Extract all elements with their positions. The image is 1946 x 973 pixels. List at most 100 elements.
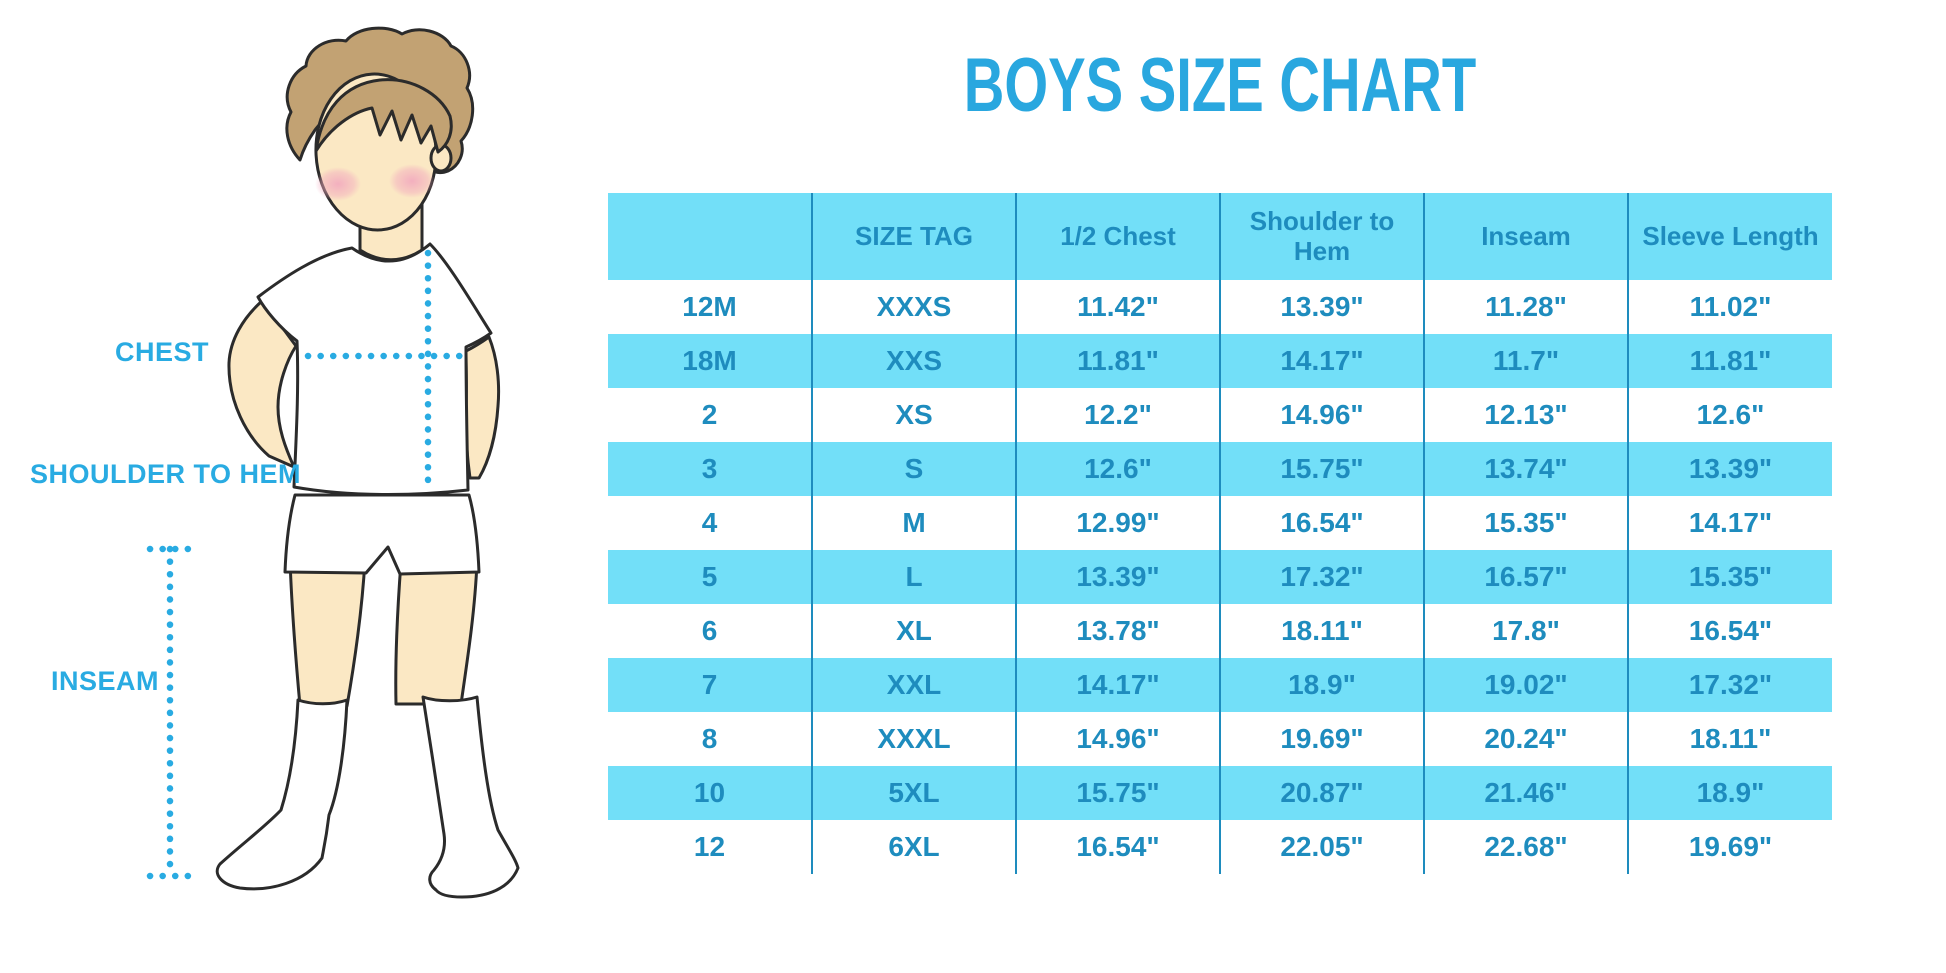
size-table-header: SIZE TAG 1/2 Chest Shoulder to Hem Insea… bbox=[608, 193, 1832, 280]
size-label-cell: 7 bbox=[701, 669, 718, 700]
size-table-row: 2 XS 12.2" 14.96" 12.13" 12.6" bbox=[608, 388, 1832, 442]
measurement-value-cell: XXS bbox=[811, 334, 1016, 388]
measurement-value-cell: 6XL bbox=[811, 820, 1016, 874]
measurement-value-cell: 17.32" bbox=[1627, 658, 1832, 712]
boy-shorts bbox=[283, 493, 481, 576]
measurement-value-cell: 16.57" bbox=[1423, 550, 1628, 604]
size-table-row: 6 XL 13.78" 18.11" 17.8" 16.54" bbox=[608, 604, 1832, 658]
measurement-value-cell: 14.17" bbox=[1627, 496, 1832, 550]
boy-illustration-svg bbox=[146, 26, 520, 899]
measurement-value-cell: 18.9" bbox=[1627, 766, 1832, 820]
measurement-value-cell: 13.39" bbox=[1219, 280, 1424, 334]
measurement-value-cell: 12.6" bbox=[1015, 442, 1220, 496]
measurement-value-cell: XXXS bbox=[811, 280, 1016, 334]
measurement-value-cell: 17.32" bbox=[1219, 550, 1424, 604]
boy-right-knee bbox=[394, 560, 479, 706]
size-label-cell: 18M bbox=[682, 345, 737, 376]
measurement-value-cell: 18.9" bbox=[1219, 658, 1424, 712]
measurement-value-cell: 15.35" bbox=[1423, 496, 1628, 550]
boy-hair-fringe bbox=[314, 78, 453, 154]
size-table-row: 8 XXXL 14.96" 19.69" 20.24" 18.11" bbox=[608, 712, 1832, 766]
size-table-row: 10 5XL 15.75" 20.87" 21.46" 18.9" bbox=[608, 766, 1832, 820]
measurement-value-cell: 15.75" bbox=[1015, 766, 1220, 820]
measurement-value-cell: 11.02" bbox=[1627, 280, 1832, 334]
measurement-value-cell: 18.11" bbox=[1627, 712, 1832, 766]
size-label-cell: 6 bbox=[701, 615, 718, 646]
boy-right-sock bbox=[421, 695, 520, 899]
left-blush bbox=[315, 167, 361, 201]
measurement-value-cell: 15.75" bbox=[1219, 442, 1424, 496]
measurement-value-cell: 15.35" bbox=[1627, 550, 1832, 604]
boy-illustration: CHEST SHOULDER TO HEM INSEAM bbox=[0, 0, 560, 973]
size-table-row: 18M XXS 11.81" 14.17" 11.7" 11.81" bbox=[608, 334, 1832, 388]
measurement-value-cell: 19.69" bbox=[1627, 820, 1832, 874]
size-table: SIZE TAG 1/2 Chest Shoulder to Hem Insea… bbox=[608, 193, 1832, 874]
measurement-value-cell: M bbox=[811, 496, 1016, 550]
size-table-row: 5 L 13.39" 17.32" 16.57" 15.35" bbox=[608, 550, 1832, 604]
measurement-value-cell: 14.17" bbox=[1015, 658, 1220, 712]
header-cell-blank bbox=[608, 193, 812, 280]
measurement-value-cell: 22.05" bbox=[1219, 820, 1424, 874]
measurement-value-cell: 11.42" bbox=[1015, 280, 1220, 334]
size-label-cell: 5 bbox=[701, 561, 718, 592]
measurement-value-cell: 11.7" bbox=[1423, 334, 1628, 388]
size-table-body: 12M XXXS 11.42" 13.39" 11.28" 11.02" 18M XXS 11.… bbox=[608, 280, 1832, 874]
measurement-value-cell: XXXL bbox=[811, 712, 1016, 766]
measurement-value-cell: 16.54" bbox=[1627, 604, 1832, 658]
header-cell-inseam: Inseam bbox=[1423, 193, 1628, 280]
measurement-value-cell: 14.96" bbox=[1219, 388, 1424, 442]
measurement-value-cell: 13.78" bbox=[1015, 604, 1220, 658]
header-cell-half-chest: 1/2 Chest bbox=[1015, 193, 1220, 280]
measurement-value-cell: L bbox=[811, 550, 1016, 604]
measurement-value-cell: S bbox=[811, 442, 1016, 496]
measurement-value-cell: XS bbox=[811, 388, 1016, 442]
header-cell-shoulder-hem: Shoulder to Hem bbox=[1219, 193, 1424, 280]
measurement-value-cell: 20.24" bbox=[1423, 712, 1628, 766]
measurement-value-cell: 14.17" bbox=[1219, 334, 1424, 388]
size-table-row: 12 6XL 16.54" 22.05" 22.68" 19.69" bbox=[608, 820, 1832, 874]
measurement-value-cell: 16.54" bbox=[1015, 820, 1220, 874]
size-table-row: 3 S 12.6" 15.75" 13.74" 13.39" bbox=[608, 442, 1832, 496]
measurement-value-cell: 13.39" bbox=[1627, 442, 1832, 496]
measurement-value-cell: XXL bbox=[811, 658, 1016, 712]
page-title: BOYS SIZE CHART bbox=[963, 43, 1477, 128]
measurement-value-cell: 17.8" bbox=[1423, 604, 1628, 658]
measurement-value-cell: 22.68" bbox=[1423, 820, 1628, 874]
size-table-row: 12M XXXS 11.42" 13.39" 11.28" 11.02" bbox=[608, 280, 1832, 334]
right-blush bbox=[389, 164, 435, 198]
boy-left-knee bbox=[288, 558, 367, 708]
measurement-value-cell: 19.02" bbox=[1423, 658, 1628, 712]
boy-shirt bbox=[256, 242, 493, 496]
header-cell-sleeve-length: Sleeve Length bbox=[1627, 193, 1832, 280]
measurement-value-cell: 5XL bbox=[811, 766, 1016, 820]
measurement-value-cell: 20.87" bbox=[1219, 766, 1424, 820]
header-row: SIZE TAG 1/2 Chest Shoulder to Hem Insea… bbox=[608, 193, 1832, 280]
shoulder-to-hem-measurement-label: SHOULDER TO HEM bbox=[30, 459, 302, 489]
measurement-value-cell: 13.39" bbox=[1015, 550, 1220, 604]
measurement-value-cell: XL bbox=[811, 604, 1016, 658]
size-label-cell: 12 bbox=[693, 831, 726, 862]
inseam-measurement-label: INSEAM bbox=[50, 666, 159, 696]
measurement-value-cell: 21.46" bbox=[1423, 766, 1628, 820]
header-cell-size-tag: SIZE TAG bbox=[811, 193, 1016, 280]
size-table-row: 4 M 12.99" 16.54" 15.35" 14.17" bbox=[608, 496, 1832, 550]
measurement-value-cell: 12.6" bbox=[1627, 388, 1832, 442]
measurement-value-cell: 11.28" bbox=[1423, 280, 1628, 334]
chest-measurement-label: CHEST bbox=[114, 337, 209, 367]
measurement-value-cell: 12.2" bbox=[1015, 388, 1220, 442]
measurement-value-cell: 12.13" bbox=[1423, 388, 1628, 442]
size-label-cell: 10 bbox=[693, 777, 726, 808]
size-label-cell: 12M bbox=[682, 291, 737, 322]
size-label-cell: 2 bbox=[701, 399, 718, 430]
size-label-cell: 8 bbox=[701, 723, 718, 754]
measurement-value-cell: 11.81" bbox=[1015, 334, 1220, 388]
measurement-value-cell: 14.96" bbox=[1015, 712, 1220, 766]
size-label-cell: 4 bbox=[701, 507, 718, 538]
measurement-value-cell: 18.11" bbox=[1219, 604, 1424, 658]
measurement-value-cell: 12.99" bbox=[1015, 496, 1220, 550]
measurement-value-cell: 19.69" bbox=[1219, 712, 1424, 766]
size-label-cell: 3 bbox=[701, 453, 718, 484]
boy-left-sock bbox=[215, 698, 349, 891]
boy-right-arm bbox=[464, 335, 501, 480]
